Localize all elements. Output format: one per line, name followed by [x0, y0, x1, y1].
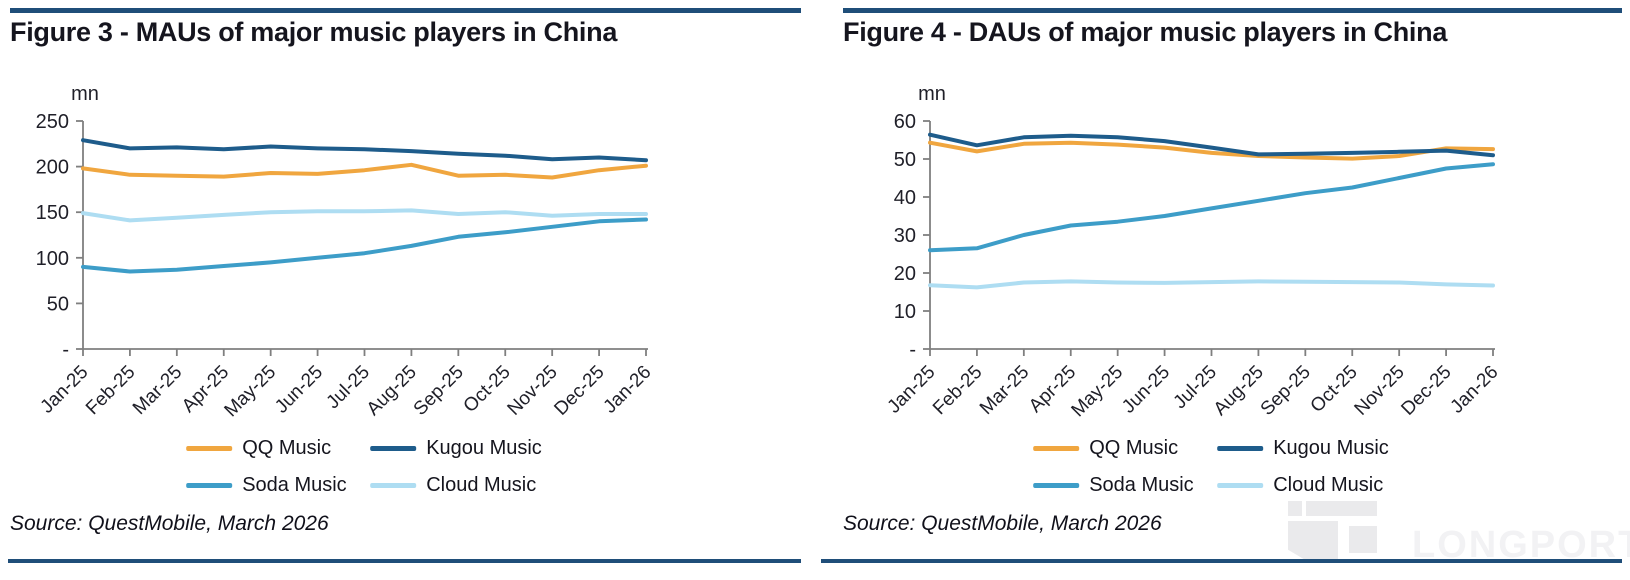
x-tick-label: Aug-25 [1210, 362, 1268, 418]
longport-watermark: LONGPORT [1285, 498, 1630, 566]
legend-swatch-kugou-music [370, 446, 417, 451]
y-tick-label: 30 [894, 225, 916, 247]
source-note: Source: QuestMobile, March 2026 [843, 512, 1162, 535]
x-tick-label: Jun-25 [271, 362, 327, 418]
x-tick-label: Jun-25 [1118, 362, 1174, 418]
y-tick-label: 40 [894, 187, 916, 209]
y-tick-label: - [62, 339, 69, 361]
legend-label-kugou-music: Kugou Music [426, 437, 542, 459]
series-line-soda-music [928, 162, 1495, 253]
series-line-qq-music [928, 140, 1495, 161]
series-line-kugou-music [81, 138, 648, 163]
footer-rule [821, 559, 1622, 563]
x-tick-label: Sep-25 [1257, 362, 1315, 418]
legend-label-soda-music: Soda Music [242, 474, 347, 496]
x-tick-label: Feb-25 [929, 362, 986, 418]
x-tick-label: Aug-25 [363, 362, 421, 418]
legend-label-qq-music: QQ Music [1089, 437, 1179, 459]
y-tick-label: 200 [36, 157, 69, 179]
figure-panel-maus: Figure 3 - MAUs of major music players i… [8, 8, 801, 563]
x-tick-label: Nov-25 [504, 362, 562, 418]
x-tick-label: Jan-26 [1447, 362, 1503, 418]
legend-label-kugou-music: Kugou Music [1273, 437, 1389, 459]
x-tick-label: Sep-25 [410, 362, 468, 418]
legend-swatch-soda-music [1033, 483, 1080, 488]
legend-swatch-soda-music [186, 483, 233, 488]
x-tick-label: Nov-25 [1351, 362, 1409, 418]
x-tick-label: Feb-25 [82, 362, 139, 418]
legend-label-cloud-music: Cloud Music [426, 474, 537, 496]
series-line-cloud-music [928, 279, 1495, 290]
legend-label-qq-music: QQ Music [242, 437, 332, 459]
source-note: Source: QuestMobile, March 2026 [10, 512, 329, 535]
legend-swatch-qq-music [1033, 446, 1080, 451]
unit-label: mn [71, 83, 99, 105]
y-tick-label: - [909, 339, 916, 361]
x-tick-label: May-25 [221, 362, 281, 418]
y-tick-label: 50 [894, 149, 916, 171]
y-tick-label: 50 [47, 293, 69, 315]
y-tick-label: 100 [36, 248, 69, 270]
footer-rule [8, 559, 801, 563]
legend-swatch-qq-music [186, 446, 233, 451]
watermark-logo-block [1288, 501, 1302, 516]
title-rule [10, 8, 801, 13]
watermark-logo-block [1306, 501, 1377, 516]
series-line-soda-music [81, 217, 648, 274]
x-tick-label: Dec-25 [550, 362, 608, 418]
chart-daus: mn-102030405060Jan-25Feb-25Mar-25Apr-25M… [884, 83, 1503, 418]
x-tick-label: May-25 [1068, 362, 1128, 418]
y-tick-label: 150 [36, 202, 69, 224]
chart-maus: mn-50100150200250Jan-25Feb-25Mar-25Apr-2… [36, 83, 656, 418]
x-tick-label: Jan-26 [600, 362, 656, 418]
series-line-qq-music [81, 162, 648, 180]
figure-title: Figure 4 - DAUs of major music players i… [843, 17, 1448, 47]
title-rule [843, 8, 1622, 13]
series-line-cloud-music [81, 208, 648, 223]
x-tick-label: Jan-25 [884, 362, 940, 418]
watermark-logo-block [1349, 526, 1377, 553]
x-tick-label: Jan-25 [37, 362, 93, 418]
x-tick-label: Dec-25 [1397, 362, 1455, 418]
y-tick-label: 10 [894, 301, 916, 323]
legend-swatch-cloud-music [1217, 483, 1264, 488]
x-tick-label: Mar-25 [976, 362, 1033, 418]
unit-label: mn [918, 83, 946, 105]
figure-panel-daus: Figure 4 - DAUs of major music players i… [815, 0, 1630, 580]
y-tick-label: 60 [894, 111, 916, 133]
legend-label-soda-music: Soda Music [1089, 474, 1194, 496]
y-tick-label: 20 [894, 263, 916, 285]
x-tick-label: Mar-25 [129, 362, 186, 418]
legend-swatch-cloud-music [370, 483, 417, 488]
y-tick-label: 250 [36, 111, 69, 133]
series-line-kugou-music [928, 132, 1495, 158]
legend-swatch-kugou-music [1217, 446, 1264, 451]
watermark-logo-block [1288, 521, 1338, 561]
legend: QQ Music Kugou Music Soda Music Cloud Mu… [186, 437, 542, 497]
legend-label-cloud-music: Cloud Music [1273, 474, 1384, 496]
legend: QQ Music Kugou Music Soda Music Cloud Mu… [1033, 437, 1389, 497]
figure-title: Figure 3 - MAUs of major music players i… [10, 17, 618, 47]
